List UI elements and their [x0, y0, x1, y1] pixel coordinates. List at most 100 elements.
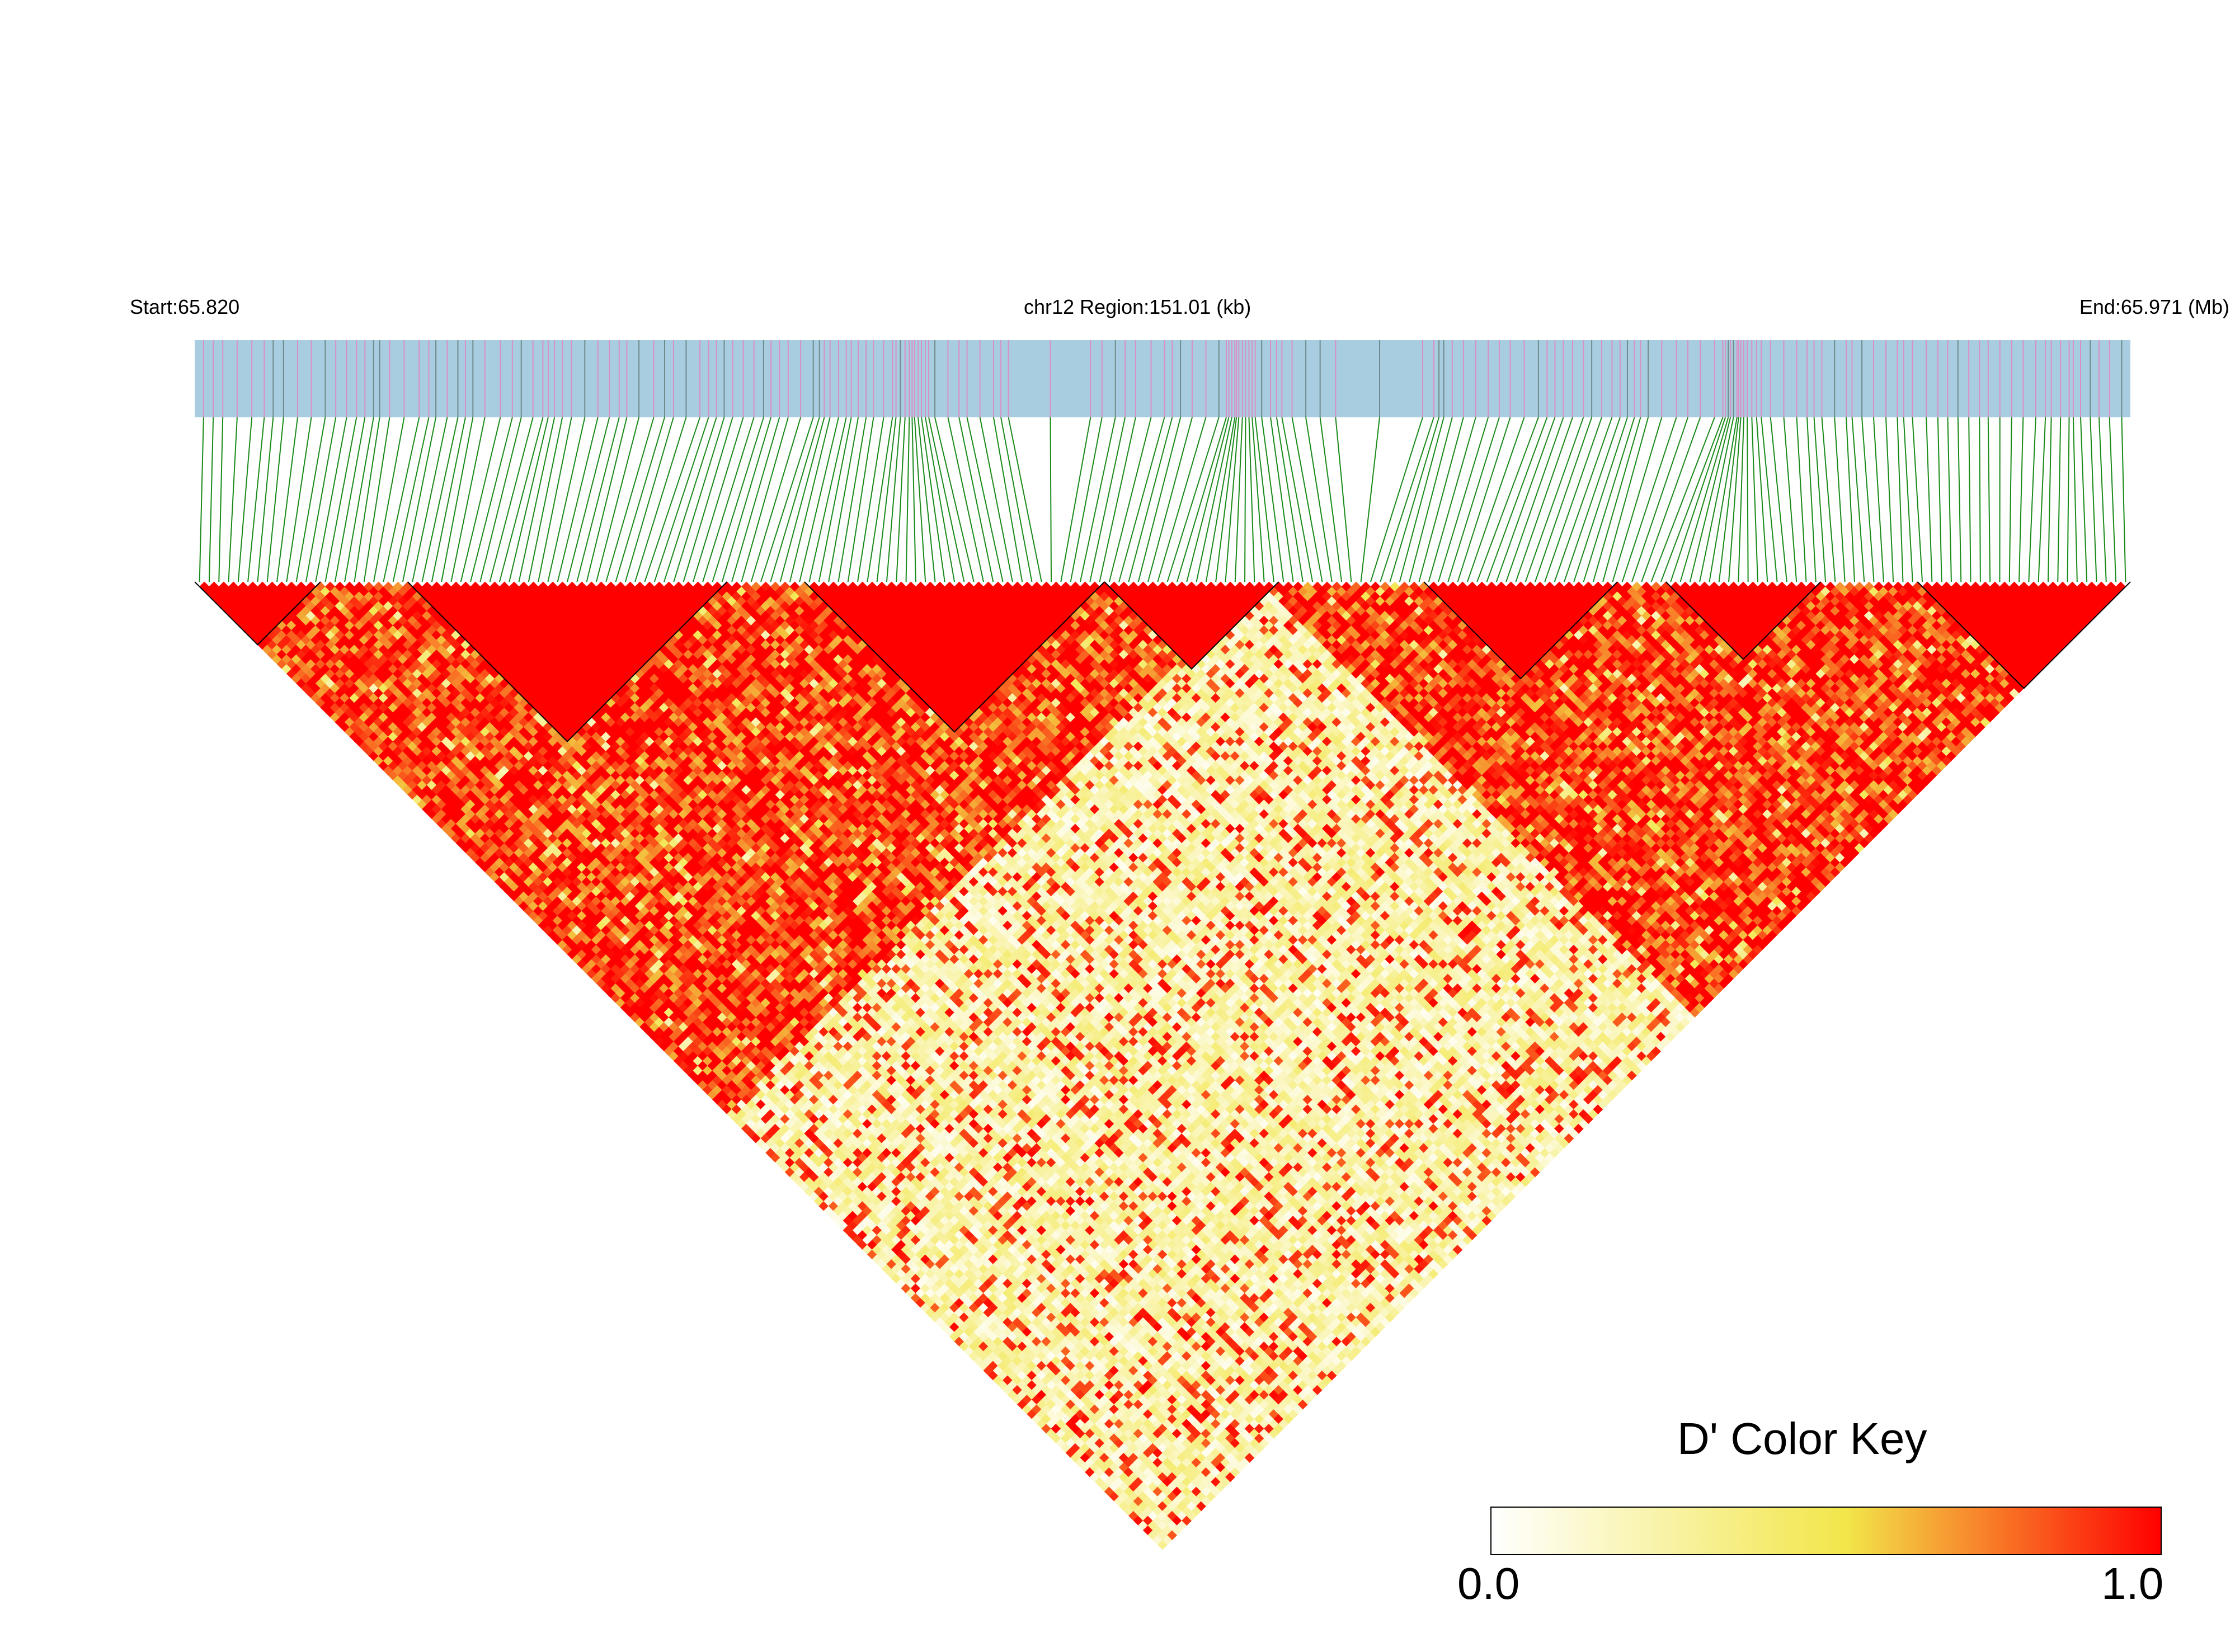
- snp-connector: [567, 417, 610, 582]
- snp-connector: [837, 417, 867, 582]
- snp-connector: [2098, 417, 2107, 582]
- snp-connector: [1099, 417, 1136, 582]
- snp-connector: [799, 417, 839, 582]
- snp-connector: [518, 417, 556, 582]
- snp-connector: [1176, 417, 1227, 582]
- snp-connector: [383, 417, 420, 582]
- snp-connector: [683, 417, 733, 582]
- snp-connector: [286, 417, 312, 582]
- snp-connector: [760, 417, 814, 582]
- snp-connector: [538, 417, 572, 582]
- snp-connector: [979, 417, 1013, 582]
- snp-connector: [789, 417, 831, 582]
- snp-connector: [1660, 417, 1724, 582]
- snp-connector: [1709, 417, 1738, 582]
- snp-connector: [1186, 417, 1230, 582]
- snp-connector: [441, 417, 474, 582]
- snp-connector: [1089, 417, 1126, 582]
- snp-connector: [1486, 417, 1548, 582]
- snp-connector: [1276, 417, 1304, 582]
- snp-connector: [2028, 417, 2036, 582]
- snp-connector: [1270, 417, 1294, 582]
- snp-connector: [818, 417, 852, 582]
- snp-connector: [828, 417, 859, 582]
- snp-connector: [1535, 417, 1593, 582]
- snp-connector: [731, 417, 780, 582]
- snp-connector: [934, 417, 975, 582]
- snp-connector: [1912, 417, 1923, 582]
- snp-connector: [1225, 417, 1240, 582]
- snp-connector: [1728, 417, 1742, 582]
- snp-connector: [489, 417, 534, 582]
- snp-connector: [1872, 417, 1884, 582]
- snp-connector: [770, 417, 820, 582]
- snp-connector: [1524, 417, 1584, 582]
- snp-connector: [1515, 417, 1573, 582]
- snp-connector: [1147, 417, 1193, 582]
- snp-connector: [1861, 417, 1875, 582]
- snp-connector: [421, 417, 459, 582]
- snp-connector: [1897, 417, 1904, 582]
- snp-connector: [928, 417, 965, 582]
- snp-connector: [1770, 417, 1787, 582]
- snp-connector: [1602, 417, 1649, 582]
- snp-connector: [1612, 417, 1663, 582]
- snp-connector: [1621, 417, 1677, 582]
- snp-connector: [1166, 417, 1220, 582]
- snp-connector: [315, 417, 347, 582]
- snp-connector: [595, 417, 640, 582]
- snp-connector: [1251, 417, 1265, 582]
- snp-connector: [1834, 417, 1846, 582]
- snp-connector: [1428, 417, 1476, 582]
- snp-connector: [1670, 417, 1726, 582]
- snp-connector: [1564, 417, 1621, 582]
- snp-connector: [1248, 417, 1255, 582]
- snp-connector: [1650, 417, 1715, 582]
- snp-connector: [847, 417, 874, 582]
- snp-connector: [1128, 417, 1173, 582]
- snp-connector: [2080, 417, 2088, 582]
- snp-connector: [1438, 417, 1489, 582]
- snp-connector: [1447, 417, 1500, 582]
- snp-connector: [653, 417, 709, 582]
- snp-connector: [2008, 417, 2012, 582]
- snp-connector: [1851, 417, 1865, 582]
- snp-connector: [1689, 417, 1731, 582]
- snp-connector: [1761, 417, 1778, 582]
- snp-connector: [557, 417, 599, 582]
- snp-connector: [1399, 417, 1444, 582]
- snp-connector: [1806, 417, 1817, 582]
- snp-connector: [586, 417, 628, 582]
- snp-connector: [1699, 417, 1734, 582]
- snp-connector: [1821, 417, 1836, 582]
- snp-connector: [392, 417, 430, 582]
- snp-connector: [2057, 417, 2062, 582]
- snp-connector: [958, 417, 994, 582]
- snp-connector: [1846, 417, 1855, 582]
- snp-connector: [867, 417, 893, 582]
- snp-connector: [354, 417, 380, 582]
- snp-connector: [992, 417, 1023, 582]
- snp-connector: [1137, 417, 1182, 582]
- snp-connector: [750, 417, 802, 582]
- snp-connector: [2121, 417, 2126, 582]
- snp-connector: [615, 417, 665, 582]
- snp-connector: [1592, 417, 1641, 582]
- snp-connector: [1926, 417, 1933, 582]
- snp-connector: [228, 417, 238, 582]
- snp-connector: [218, 417, 224, 582]
- snp-connector: [1079, 417, 1116, 582]
- snp-connector: [576, 417, 620, 582]
- snp-connector: [1389, 417, 1440, 582]
- snp-connector: [1305, 417, 1333, 582]
- snp-connector: [1495, 417, 1556, 582]
- snp-connector: [624, 417, 674, 582]
- snp-connector: [1885, 417, 1894, 582]
- snp-connector: [1108, 417, 1152, 582]
- snp-connector: [947, 417, 984, 582]
- snp-connector: [1370, 417, 1423, 582]
- snp-connector: [334, 417, 366, 582]
- snp-connector: [921, 417, 945, 582]
- snp-connector: [2047, 417, 2052, 582]
- snp-connector: [1554, 417, 1613, 582]
